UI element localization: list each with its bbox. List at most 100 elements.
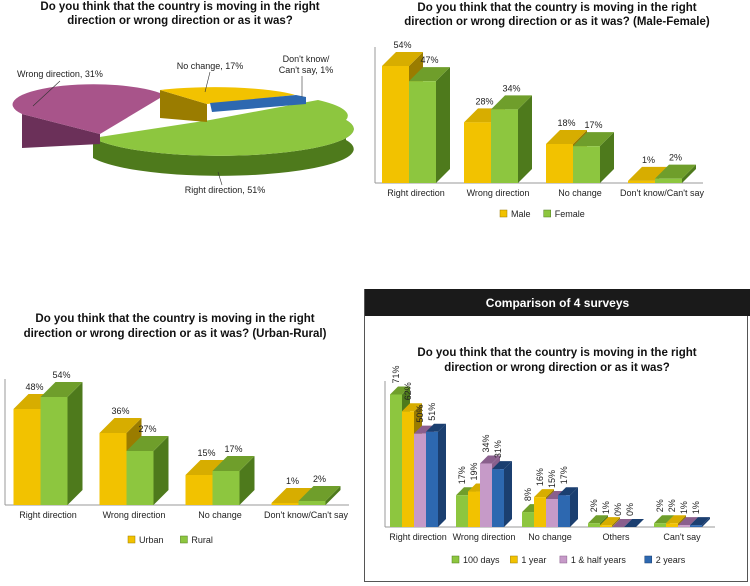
data-label: 1% [286, 476, 299, 486]
chart-male-female: 54% 47% Right direction 28% 34% Wrong directi… [374, 40, 704, 219]
data-label: 54% [393, 40, 411, 50]
chart-overall: Wrong direction, 31% No change, 17% Don't … [12, 54, 354, 195]
bar-male-female-female-top [655, 164, 696, 179]
data-label: 48% [25, 382, 43, 392]
comparison-header: Comparison of 4 surveys [365, 289, 750, 316]
chart-urban-rural: 48% 54% Right direction 36% 27% Wrong directi… [4, 370, 349, 545]
bar-male-female-male-top [382, 52, 423, 66]
bar-male-female-male-top [546, 130, 587, 144]
data-label: 31% [493, 440, 503, 458]
category-label: Right direction [387, 188, 445, 198]
bar-urban-rural-rural-top [40, 382, 83, 397]
category-label: No change [198, 510, 242, 520]
legend-label: 100 days [463, 555, 500, 565]
category-label: No change [528, 532, 572, 542]
bar-four-surveys-1halfyears-top [480, 455, 500, 464]
bar-four-surveys-100days-top [390, 386, 410, 395]
data-label: 0% [625, 503, 635, 516]
data-label: 71% [391, 365, 401, 383]
category-label: Wrong direction [453, 532, 516, 542]
data-label: 34% [481, 435, 491, 453]
legend-swatch [127, 535, 136, 544]
data-label: 15% [547, 470, 557, 488]
bar-urban-rural-rural [126, 451, 154, 505]
bar-urban-rural-rural-side [239, 456, 255, 505]
data-label: 2% [667, 499, 677, 512]
data-label: 1% [601, 501, 611, 514]
bar-male-female-female-top [573, 132, 614, 147]
bar-male-female-female-side [436, 67, 450, 183]
bar-urban-rural-urban [185, 475, 213, 505]
legend-swatch [451, 555, 460, 564]
bar-four-surveys-2years-side [438, 423, 446, 527]
bar-four-surveys-1halfyears-top [414, 425, 434, 434]
bar-four-surveys-1year-top [534, 489, 554, 498]
bar-male-female-female-top [409, 67, 450, 82]
bar-male-female-male [546, 144, 573, 183]
bar-urban-rural-urban [271, 503, 299, 505]
bar-male-female-male [628, 180, 655, 183]
data-label: 34% [502, 83, 520, 93]
data-label: 36% [111, 406, 129, 416]
data-label: 2% [669, 153, 682, 163]
bar-male-female-female [655, 178, 682, 183]
category-label: Wrong direction [103, 510, 166, 520]
bar-four-surveys-1year-top [600, 517, 620, 526]
bar-four-surveys-2years [492, 469, 504, 527]
legend-swatch [510, 555, 518, 564]
data-label: 62% [403, 382, 413, 400]
bar-urban-rural-urban-top [271, 488, 314, 503]
bar-urban-rural-rural-side [67, 382, 83, 505]
bar-urban-rural-rural [298, 501, 326, 505]
bar-urban-rural-urban-top [99, 418, 142, 433]
pie-label-right-direction: Right direction, 51% [185, 185, 266, 195]
leader-line [32, 80, 61, 107]
data-label: 19% [469, 463, 479, 481]
bar-four-surveys-1halfyears [480, 463, 492, 527]
pie-label-dont-know: Can't say, 1% [279, 65, 334, 75]
pie-slice-no-change-side [160, 90, 207, 122]
bar-male-female-female [409, 81, 436, 183]
bar-urban-rural-rural [212, 471, 240, 505]
pie-label-dont-know: Don't know/ [283, 54, 330, 64]
bar-four-surveys-1halfyears-top [678, 517, 698, 526]
bar-urban-rural-rural-top [212, 456, 255, 471]
legend-label: Urban [139, 535, 164, 545]
data-label: 17% [559, 466, 569, 484]
four-surveys-title-line: direction or wrong direction or as it wa… [444, 362, 670, 374]
bar-four-surveys-1year [534, 497, 546, 527]
bar-four-surveys-1year-top [402, 403, 422, 412]
bar-urban-rural-urban-top [185, 460, 228, 475]
bar-four-surveys-100days-top [588, 515, 608, 524]
bar-four-surveys-2years-top [492, 461, 512, 470]
category-label: Can't say [663, 532, 701, 542]
data-label: 51% [427, 403, 437, 421]
male-female-title-line: Do you think that the country is moving … [417, 2, 696, 14]
bar-four-surveys-100days [588, 523, 600, 527]
pie-slice-right-direction-side [93, 120, 354, 176]
data-label: 17% [224, 444, 242, 454]
pie-slice-no-change [160, 87, 295, 104]
bar-four-surveys-1year [402, 411, 414, 527]
data-label: 0% [613, 503, 623, 516]
legend-swatch [559, 555, 568, 564]
bar-four-surveys-1year-side [612, 517, 620, 527]
bar-urban-rural-rural-top [126, 436, 169, 451]
data-label: 47% [420, 55, 438, 65]
bar-four-surveys-1halfyears [678, 525, 690, 527]
category-label: Others [602, 532, 630, 542]
bar-male-female-male-top [628, 166, 669, 181]
legend-swatch [644, 555, 653, 564]
data-label: 1% [691, 501, 701, 514]
urban-rural-title-line: Do you think that the country is moving … [35, 313, 314, 325]
data-label: 2% [655, 499, 665, 512]
bar-four-surveys-1halfyears [546, 499, 558, 527]
bar-male-female-female-side [682, 164, 696, 183]
bar-four-surveys-1halfyears [414, 433, 426, 527]
legend-label: Female [555, 209, 585, 219]
bar-four-surveys-2years [426, 431, 438, 527]
legend-swatch [180, 535, 188, 544]
bar-four-surveys-2years [690, 525, 702, 527]
